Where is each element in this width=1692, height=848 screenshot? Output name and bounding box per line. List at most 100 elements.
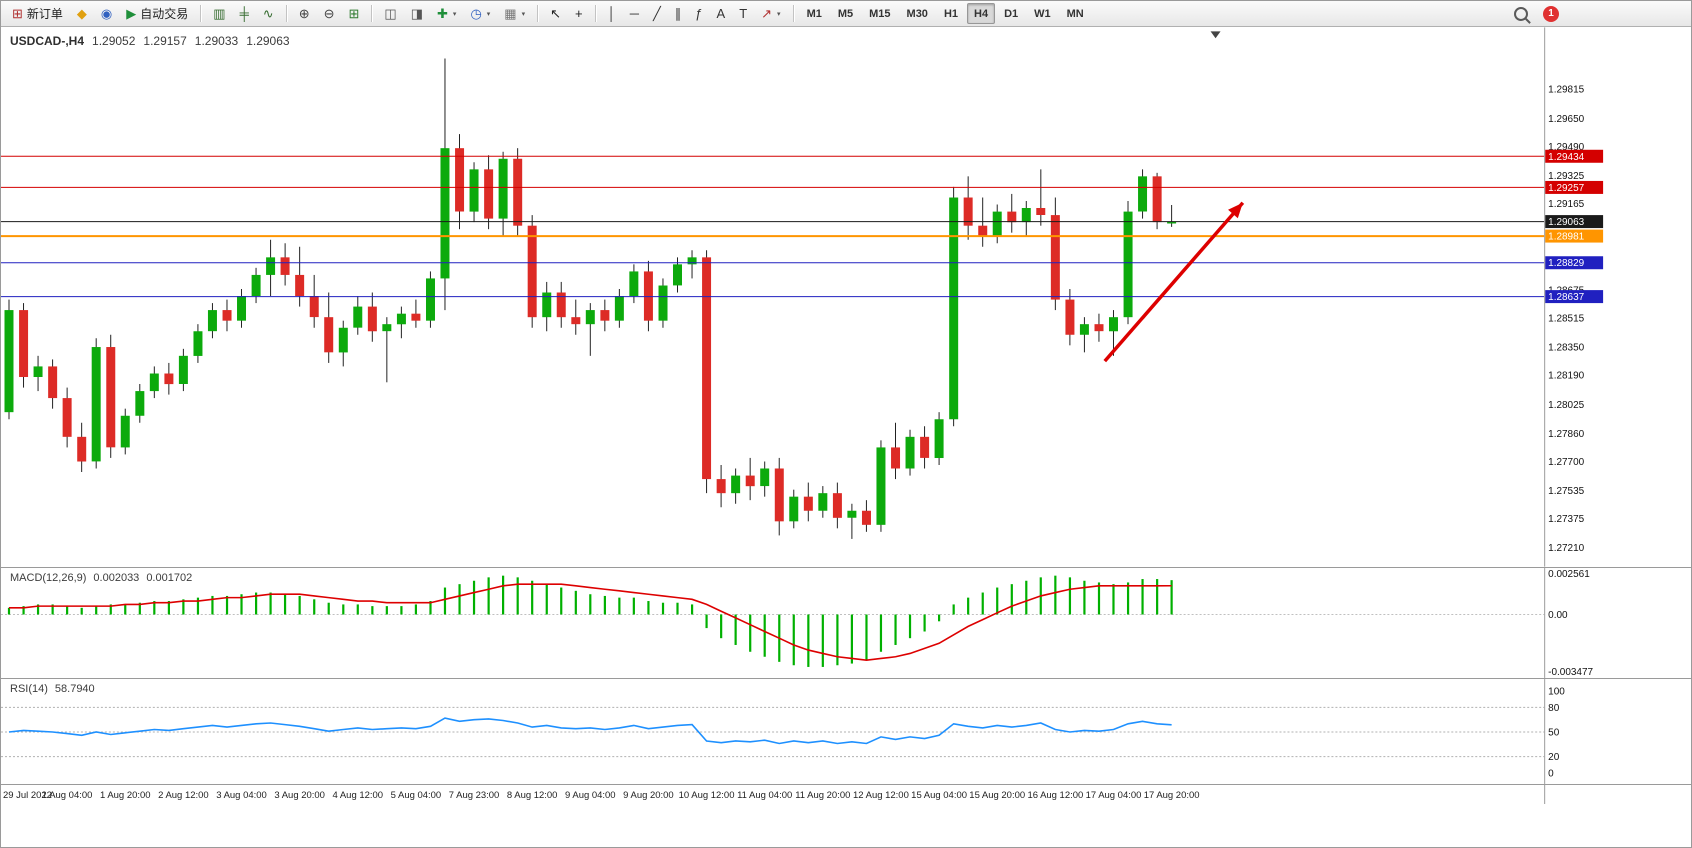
crosshair-button[interactable]: + (569, 3, 589, 24)
chart-wizard-icon: ◆ (76, 6, 87, 21)
trend-arrow[interactable] (1103, 201, 1245, 363)
candle (1036, 208, 1046, 215)
fibonacci-button[interactable]: ƒ (689, 3, 708, 24)
timeframe-h4[interactable]: H4 (967, 3, 996, 24)
candle (135, 391, 145, 416)
timeframe-m30[interactable]: M30 (900, 3, 935, 24)
candle (731, 475, 741, 494)
candle (469, 169, 479, 212)
candle (600, 310, 610, 321)
bar-chart-icon: ▥ (213, 6, 226, 21)
time-label: 8 Aug 12:00 (507, 790, 558, 801)
toolbar-separator (371, 5, 373, 22)
cursor-icon: ↖ (550, 6, 562, 21)
time-label: 17 Aug 04:00 (1086, 790, 1142, 801)
line-chart-button[interactable]: ∿ (257, 3, 280, 24)
tile-windows-button[interactable]: ⊞ (343, 3, 366, 24)
chart-shift-button[interactable]: ◨ (405, 3, 429, 24)
chart-shift-marker[interactable] (1210, 31, 1221, 39)
candle (556, 292, 566, 318)
vertical-line-button[interactable]: │ (602, 3, 622, 24)
candle (803, 496, 813, 511)
candle (643, 271, 653, 321)
candles-layer (4, 58, 1177, 539)
timeframe-h1[interactable]: H1 (937, 3, 965, 24)
time-label: 5 Aug 04:00 (391, 790, 442, 801)
candle (789, 496, 799, 522)
auto-scroll-icon: ◫ (384, 6, 397, 21)
candle (106, 347, 116, 448)
candle (48, 366, 58, 399)
trendline-button[interactable]: ╱ (647, 3, 667, 24)
price-axis: 1.29815 1.29650 1.29490 1.29325 1.29165 1.286… (1548, 85, 1584, 554)
notifications-badge[interactable]: 1 (1543, 5, 1559, 22)
candle (876, 447, 886, 525)
auto-scroll-button[interactable]: ◫ (378, 3, 402, 24)
candle (992, 211, 1002, 237)
window-bottom-area (1, 804, 1691, 847)
text-button[interactable]: A (711, 3, 732, 24)
tile-windows-icon: ⊞ (348, 6, 360, 21)
timeframe-d1[interactable]: D1 (997, 3, 1025, 24)
candle (440, 148, 450, 279)
candle (251, 274, 261, 297)
candle (614, 296, 624, 321)
arrows-button[interactable]: ↗ ▾ (755, 3, 786, 24)
new-order-button-label: 新订单 (26, 7, 63, 21)
indicators-button[interactable]: ✚ ▾ (431, 3, 462, 24)
candle (178, 355, 188, 384)
candle (891, 447, 901, 469)
svg-text:1.29434: 1.29434 (1548, 152, 1584, 163)
autotrading-button-label: 自动交易 (140, 7, 189, 21)
zoom-in-button[interactable]: ⊕ (293, 3, 316, 24)
new-order-button[interactable]: ⊞ 新订单 (6, 3, 69, 24)
price-tick-label: 1.29325 (1548, 171, 1584, 182)
rsi-canvas[interactable]: 100 80 50 20 0 (1, 679, 1691, 784)
candle (1094, 324, 1104, 332)
cursor-button[interactable]: ↖ (544, 3, 567, 24)
autotrading-button[interactable]: ▶ 自动交易 (120, 3, 194, 24)
bar-chart-button[interactable]: ▥ (207, 3, 231, 24)
time-label: 15 Aug 20:00 (969, 790, 1025, 801)
candle (338, 327, 348, 353)
time-label: 9 Aug 20:00 (623, 790, 674, 801)
rsi-axis-label: 0 (1548, 768, 1554, 779)
templates-button[interactable]: ▦ ▾ (498, 3, 531, 24)
current-price-line-badge: 1.29063 (1545, 215, 1604, 228)
candle (396, 313, 406, 325)
zoom-out-button[interactable]: ⊖ (318, 3, 341, 24)
text-label-button[interactable]: T (733, 3, 753, 24)
main-chart-panel: 1.29815 1.29650 1.29490 1.29325 1.29165 1.286… (1, 27, 1691, 567)
search-button[interactable] (1511, 4, 1531, 24)
macd-canvas[interactable]: 0.002561 0.00 -0.003477 (1, 568, 1691, 678)
candle (222, 310, 232, 321)
text-icon: A (716, 6, 726, 21)
candle (832, 493, 842, 518)
price-tick-label: 1.29490 (1548, 142, 1584, 153)
channel-button[interactable]: ∥ (669, 3, 688, 24)
community-button[interactable]: ◉ (95, 3, 118, 24)
periods-button[interactable]: ◷ ▾ (464, 3, 496, 24)
new-order-icon: ⊞ (12, 6, 23, 21)
candle (498, 158, 508, 219)
timeframe-w1[interactable]: W1 (1027, 3, 1058, 24)
timeframe-m5[interactable]: M5 (831, 3, 860, 24)
candle (571, 317, 581, 325)
timeframe-m1[interactable]: M1 (800, 3, 829, 24)
time-label: 1 Aug 04:00 (42, 790, 93, 801)
timeframe-mn[interactable]: MN (1060, 3, 1091, 24)
candle (120, 415, 130, 448)
timeframe-m15[interactable]: M15 (862, 3, 897, 24)
horizontal-line-button[interactable]: ─ (624, 3, 645, 24)
main-chart-canvas[interactable]: 1.29815 1.29650 1.29490 1.29325 1.29165 1.286… (1, 27, 1691, 567)
candle (324, 317, 334, 353)
candle (455, 148, 465, 212)
candle (1108, 317, 1118, 332)
candlestick-chart-button[interactable]: ╪ (234, 3, 255, 24)
dropdown-arrow-icon: ▾ (452, 10, 457, 18)
time-label: 10 Aug 12:00 (679, 790, 735, 801)
chart-wizard-button[interactable]: ◆ (71, 3, 93, 24)
candle (658, 285, 668, 321)
price-tick-label: 1.29165 (1548, 199, 1584, 210)
indicators-icon: ✚ (437, 6, 448, 21)
